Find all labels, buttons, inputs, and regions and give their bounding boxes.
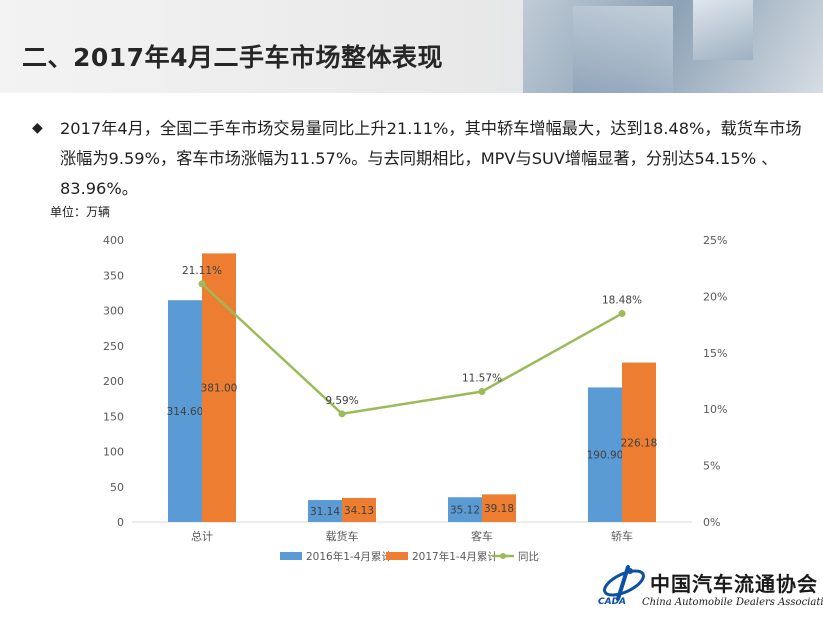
bar-value-label: 35.12 [450, 505, 480, 517]
right-axis-tick-label: 25% [703, 234, 727, 247]
bar-2016 [448, 497, 482, 522]
category-label: 载货车 [326, 529, 359, 543]
bar-2017 [342, 497, 376, 522]
left-axis-tick-label: 200 [103, 375, 124, 388]
bar-2017 [622, 362, 656, 522]
yoy-growth-label: 21.11% [182, 265, 222, 277]
right-axis-tick-label: 10% [703, 403, 727, 416]
bar-2016 [308, 500, 342, 522]
header-decoration [693, 0, 753, 60]
yoy-growth-point [618, 310, 626, 318]
left-axis-tick-label: 150 [103, 410, 124, 423]
legend-swatch [500, 553, 506, 559]
logo-abbr: CADA [598, 597, 627, 607]
logo-name-cn: 中国汽车流通协会 [650, 572, 818, 596]
yoy-growth-label: 11.57% [462, 372, 502, 384]
right-axis-tick-label: 5% [703, 460, 720, 473]
cada-emblem-icon [603, 565, 645, 601]
category-label: 轿车 [611, 529, 633, 543]
legend-label: 同比 [518, 550, 539, 563]
header-banner: 二、2017年4月二手车市场整体表现 [0, 0, 823, 93]
legend-swatch [280, 552, 302, 560]
bar-value-label: 381.00 [201, 383, 238, 395]
left-axis-tick-label: 400 [103, 234, 124, 247]
left-axis-tick-label: 50 [110, 481, 124, 494]
header-decoration [573, 6, 673, 93]
yoy-growth-line [201, 282, 623, 416]
left-axis-tick-label: 350 [103, 269, 124, 282]
left-axis-tick-label: 300 [103, 305, 124, 318]
legend-label: 2016年1-4月累计 [306, 550, 392, 563]
right-axis-tick-label: 20% [703, 290, 727, 303]
bar-2017 [482, 494, 516, 522]
yoy-growth-point [198, 280, 206, 288]
bar-2016 [588, 387, 622, 522]
category-label: 总计 [191, 529, 213, 543]
left-axis-tick-label: 250 [103, 340, 124, 353]
header-decoration [523, 0, 823, 93]
cada-logo: 中国汽车流通协会 CADA China Automobile Dealers A… [598, 563, 823, 615]
bar-value-label: 31.14 [310, 506, 340, 518]
combo-chart: 0 50 100 150 200 250 300 350 400 0% 5% 10% 15% 20% 25%… [103, 234, 727, 563]
bar-value-label: 226.18 [621, 437, 658, 449]
yoy-growth-label: 18.48% [602, 295, 642, 307]
right-axis-tick-label: 0% [703, 516, 720, 529]
summary-text: 2017年4月，全国二手车市场交易量同比上升21.11%，其中轿车增幅最大，达到… [60, 119, 802, 198]
bar-value-label: 314.60 [167, 406, 204, 418]
left-axis-tick-label: 100 [103, 446, 124, 459]
legend-swatch [386, 552, 408, 560]
page-title: 二、2017年4月二手车市场整体表现 [22, 43, 443, 72]
unit-label: 单位：万辆 [50, 205, 111, 219]
bar-value-label: 39.18 [484, 503, 514, 515]
category-label: 客车 [471, 529, 493, 543]
right-axis-tick-label: 15% [703, 347, 727, 360]
legend-label: 2017年1-4月累计 [412, 550, 498, 563]
bar-2016 [168, 300, 202, 522]
bar-value-label: 190.90 [587, 450, 624, 462]
yoy-growth-point [478, 387, 486, 395]
left-axis-tick-label: 0 [117, 516, 124, 529]
logo-name-en: China Automobile Dealers Association [642, 597, 823, 608]
bullet-diamond-icon: ◆ [32, 120, 43, 136]
bar-value-label: 34.13 [344, 505, 374, 517]
yoy-growth-point [338, 410, 346, 418]
yoy-growth-label: 9.59% [325, 395, 358, 407]
